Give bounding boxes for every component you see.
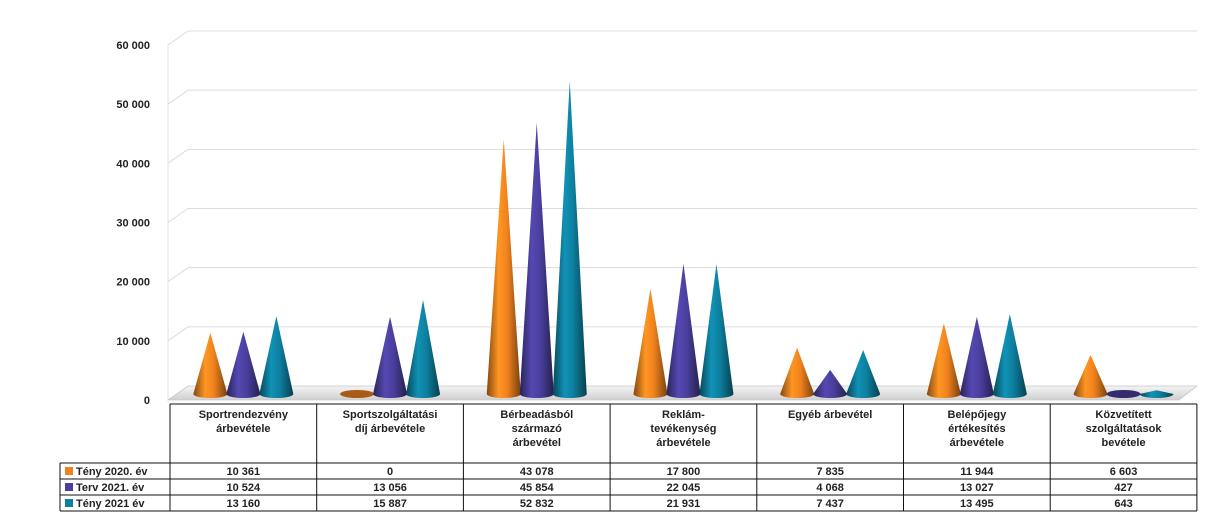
gridline-side bbox=[167, 326, 189, 342]
cone-flat bbox=[1106, 390, 1141, 398]
data-value: 21 931 bbox=[667, 498, 701, 510]
data-value: 10 361 bbox=[227, 466, 261, 478]
data-table: Sportrendezvény árbevétele Sportszolgáltat… bbox=[59, 403, 1198, 512]
gridline-side bbox=[167, 148, 189, 164]
data-value: 13 495 bbox=[960, 498, 994, 510]
data-value: 10 524 bbox=[227, 482, 262, 494]
cone bbox=[552, 81, 587, 398]
cone bbox=[486, 139, 521, 398]
cone bbox=[699, 264, 734, 398]
cone-flat bbox=[340, 390, 375, 398]
cone bbox=[373, 316, 408, 398]
data-value: 7 437 bbox=[816, 498, 844, 510]
y-tick-label: 40 000 bbox=[116, 158, 150, 170]
y-tick-label: 0 bbox=[144, 395, 150, 407]
legend-swatch bbox=[65, 499, 73, 507]
cone bbox=[193, 332, 228, 398]
data-value: 0 bbox=[387, 466, 393, 478]
category-label: Közvetített szolgáltatások bevétele bbox=[1086, 409, 1163, 449]
gridlines bbox=[167, 30, 1197, 342]
legend-swatch bbox=[65, 483, 73, 491]
data-value: 13 056 bbox=[373, 482, 407, 494]
y-tick-label: 60 000 bbox=[116, 40, 150, 52]
data-value: 43 078 bbox=[520, 466, 554, 478]
cone bbox=[519, 122, 554, 398]
data-value: 15 887 bbox=[373, 498, 407, 510]
cone bbox=[226, 331, 261, 398]
legend-swatch bbox=[65, 467, 73, 475]
data-value: 11 944 bbox=[960, 466, 994, 478]
legend-label: Tény 2021 év bbox=[76, 498, 145, 510]
cone bbox=[959, 316, 994, 398]
data-value: 45 854 bbox=[520, 482, 555, 494]
gridline-side bbox=[167, 267, 189, 283]
category-label: Sportrendezvény árbevétele bbox=[199, 409, 289, 435]
cone bbox=[259, 316, 294, 398]
y-tick-label: 50 000 bbox=[116, 99, 150, 111]
cone bbox=[813, 369, 848, 398]
cone bbox=[992, 314, 1027, 398]
cone bbox=[846, 349, 881, 398]
cone bbox=[926, 323, 961, 398]
y-axis: 0 10 000 20 000 30 000 40 000 50 000 60 000 bbox=[116, 40, 169, 407]
category-label: Reklám-tevékenység árbevétele bbox=[650, 409, 716, 449]
data-value: 52 832 bbox=[520, 498, 554, 510]
cone bbox=[406, 300, 441, 398]
data-value: 6 603 bbox=[1110, 466, 1138, 478]
cone bbox=[780, 347, 815, 398]
y-tick-label: 20 000 bbox=[116, 277, 150, 289]
legend-label: Tény 2020. év bbox=[76, 466, 148, 478]
data-value: 427 bbox=[1114, 482, 1132, 494]
cone bbox=[666, 263, 701, 398]
gridline-side bbox=[167, 89, 189, 105]
data-value: 13 027 bbox=[960, 482, 994, 494]
data-value: 17 800 bbox=[667, 466, 701, 478]
y-tick-label: 30 000 bbox=[116, 218, 150, 230]
data-value: 13 160 bbox=[227, 498, 261, 510]
category-label: Belépőjegy értékesítés árbevétele bbox=[948, 409, 1008, 449]
cone-series bbox=[193, 81, 1174, 398]
cone bbox=[1139, 390, 1174, 398]
category-label: Egyéb árbevétel bbox=[788, 409, 872, 421]
cone bbox=[633, 288, 668, 398]
category-label: Sportszolgáltatási díj árbevétele bbox=[343, 409, 438, 435]
gridline-side bbox=[167, 30, 189, 46]
data-value: 22 045 bbox=[667, 482, 701, 494]
data-value: 4 068 bbox=[816, 482, 844, 494]
legend-label: Terv 2021. év bbox=[76, 482, 145, 494]
cone bbox=[1073, 354, 1108, 398]
data-value: 643 bbox=[1114, 498, 1132, 510]
gridline-side bbox=[167, 208, 189, 223]
data-value: 7 835 bbox=[816, 466, 844, 478]
y-tick-label: 10 000 bbox=[116, 336, 150, 348]
category-label: Bérbeadásból származó árbevétel bbox=[500, 409, 573, 449]
